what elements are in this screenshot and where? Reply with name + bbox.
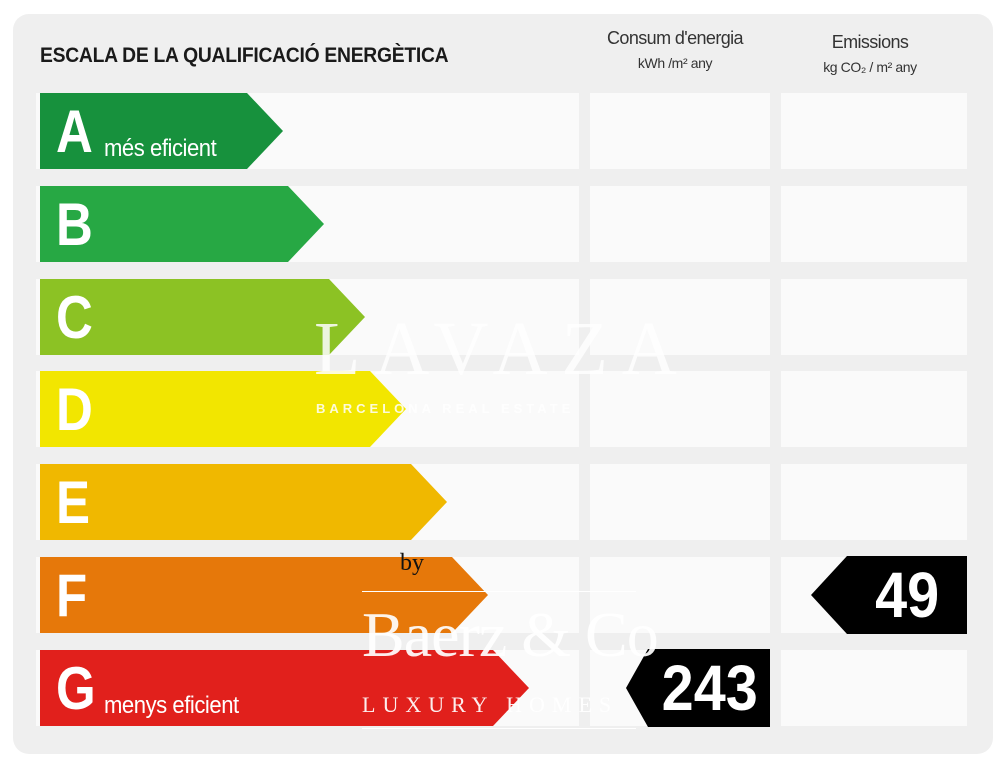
rating-letter: C [56,284,93,351]
emissions-cell-a [781,93,967,169]
emissions-cell-e [781,464,967,540]
rating-letter: E [56,469,91,536]
emissions-value-marker: 49 [811,556,967,634]
consumption-cell-a [590,93,770,169]
rating-arrow-d: D [40,371,406,447]
rating-arrow-b: B [40,186,324,262]
emissions-cell-b [781,186,967,262]
watermark-top-logo: LAVAZA [314,307,691,391]
consumption-cell-d [590,371,770,447]
consumption-cell-b [590,186,770,262]
watermark-brand-sub: LUXURY HOMES [362,692,619,717]
emissions-column-header: Emissions kg CO₂ / m² any [785,32,955,75]
emissions-unit: kg CO₂ / m² any [823,59,917,75]
rating-letter: B [56,191,93,258]
consumption-value: 243 [661,652,758,724]
watermark-brand: Baerz & Co [362,599,659,670]
rating-sublabel: menys eficient [104,692,239,719]
watermark-rule-bottom [362,728,636,729]
emissions-title: Emissions [831,32,909,52]
rating-letter: D [56,376,93,443]
consumption-cell-f [590,557,770,633]
rating-letter: A [56,98,93,165]
rating-arrow-c: C [40,279,365,355]
watermark-rule-top [362,591,636,592]
emissions-cell-d [781,371,967,447]
consumption-column-header: Consum d'energia kWh /m² any [590,28,760,71]
watermark-by: by [400,550,424,576]
watermark-top-sub: BARCELONA REAL ESTATE [316,401,575,416]
rating-letter: G [56,655,96,722]
consumption-value-marker: 243 [626,649,770,727]
emissions-cell-g [781,650,967,726]
consumption-title: Consum d'energia [607,28,744,48]
rating-arrow-e: E [40,464,447,540]
consumption-unit: kWh /m² any [637,55,713,71]
consumption-cell-c [590,279,770,355]
emissions-value: 49 [874,559,939,631]
consumption-cell-e [590,464,770,540]
emissions-cell-c [781,279,967,355]
rating-arrow-f: F [40,557,488,633]
rating-sublabel: més eficient [104,135,217,162]
scale-title: ESCALA DE LA QUALIFICACIÓ ENERGÈTICA [40,44,449,67]
rating-letter: F [56,562,88,629]
